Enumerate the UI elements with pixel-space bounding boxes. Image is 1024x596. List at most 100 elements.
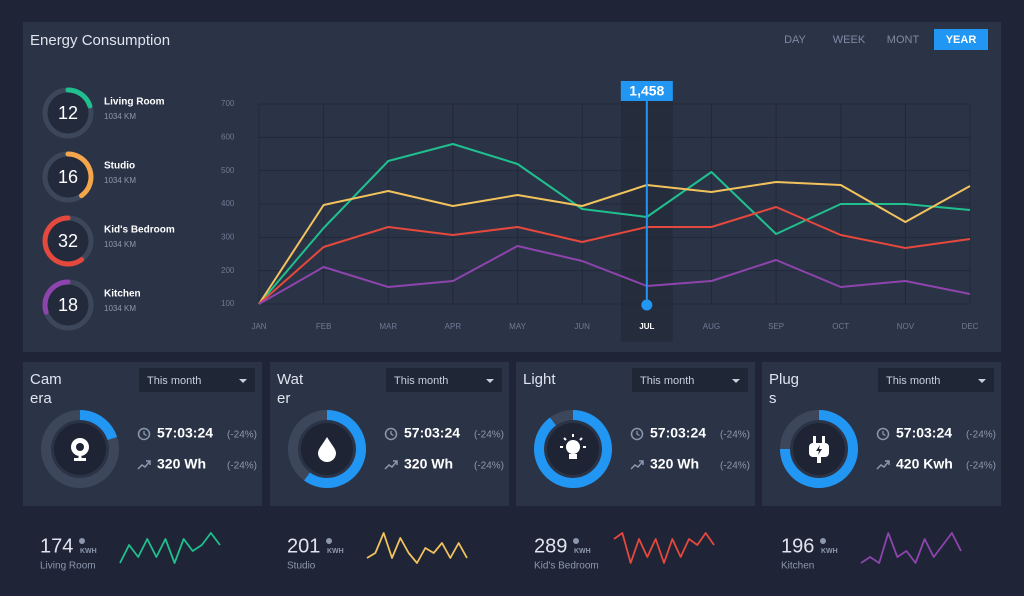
room-value: 16 <box>58 167 78 187</box>
card-title: Water <box>277 371 304 407</box>
room-sub: 1034 KM <box>104 176 136 185</box>
icon <box>569 454 577 459</box>
card-icon <box>318 437 336 462</box>
summary-unit: KWH <box>327 548 344 555</box>
card-title: Light <box>523 371 556 388</box>
tab-active-bg <box>934 29 988 50</box>
x-tick-label: APR <box>445 322 462 331</box>
room-value: 32 <box>58 231 78 251</box>
card-title-box: Water <box>277 371 304 407</box>
clock-icon <box>143 431 147 437</box>
ring-arc <box>534 410 612 488</box>
tab[interactable]: MONT <box>887 34 920 46</box>
room-value: 18 <box>58 295 78 315</box>
sparkline <box>860 532 962 564</box>
tab[interactable]: WEEK <box>833 34 866 46</box>
card-energy: 320 Wh <box>650 456 699 472</box>
icon <box>563 437 567 441</box>
y-tick-label: 700 <box>221 99 235 108</box>
clock-icon <box>137 427 151 441</box>
card-energy: 420 Kwh <box>896 456 953 472</box>
icon <box>579 437 583 441</box>
dropdown[interactable] <box>632 368 748 392</box>
card-energy-change: (-24%) <box>227 461 257 472</box>
card-time: 57:03:24 <box>896 425 952 441</box>
dropdown[interactable] <box>878 368 994 392</box>
room-label: Studio <box>104 161 135 172</box>
card-energy: 320 Wh <box>157 456 206 472</box>
summary-value: 201 <box>287 535 320 557</box>
dropdown[interactable] <box>386 368 502 392</box>
x-tick-label: OCT <box>832 322 849 331</box>
card-time-change: (-24%) <box>966 430 996 441</box>
trend-icon <box>630 460 644 470</box>
clock-icon <box>384 427 398 441</box>
y-tick-label: 100 <box>221 299 235 308</box>
icon <box>817 457 821 463</box>
room-sub: 1034 KM <box>104 304 136 313</box>
card-time: 57:03:24 <box>404 425 460 441</box>
panel-title: Energy Consumption <box>30 32 170 49</box>
x-tick-label: AUG <box>703 322 720 331</box>
summary-unit: KWH <box>574 548 591 555</box>
dropdown[interactable] <box>139 368 255 392</box>
summary-dot <box>79 538 85 544</box>
icon <box>816 445 822 455</box>
ring-arc <box>79 410 118 441</box>
series-line <box>258 206 971 305</box>
clock-icon <box>876 427 890 441</box>
dropdown-label[interactable]: This month <box>886 375 940 387</box>
summary-dot <box>820 538 826 544</box>
room-ring-arc <box>42 215 85 267</box>
icon <box>76 443 84 451</box>
summary-label: Kid's Bedroom <box>534 561 599 572</box>
dropdown-caret <box>486 379 494 383</box>
y-tick-label: 400 <box>221 199 235 208</box>
clock-icon <box>390 431 394 437</box>
room-ring-arc <box>65 151 94 199</box>
sparkline <box>366 532 468 564</box>
y-tick-label: 600 <box>221 132 235 141</box>
series-line <box>258 181 971 305</box>
icon <box>813 436 816 444</box>
card-icon <box>809 436 829 463</box>
summary-label: Kitchen <box>781 561 814 572</box>
y-tick-label: 200 <box>221 266 235 275</box>
x-tick-label: MAR <box>379 322 397 331</box>
icon <box>822 436 825 444</box>
room-label: Living Room <box>104 97 165 108</box>
card-time-change: (-24%) <box>227 430 257 441</box>
x-tick-label: NOV <box>897 322 915 331</box>
summary-value: 196 <box>781 535 814 557</box>
y-tick-label: 300 <box>221 232 235 241</box>
card-title-box: Plugs <box>769 371 800 407</box>
room-ring-arc <box>42 279 71 315</box>
x-tick-label: MAY <box>509 322 526 331</box>
card-time-change: (-24%) <box>474 430 504 441</box>
card-title: Plugs <box>769 371 800 407</box>
icon <box>318 437 336 462</box>
dropdown-caret <box>978 379 986 383</box>
card-title-box: Light <box>523 371 556 388</box>
room-label: Kitchen <box>104 289 141 300</box>
clock-icon <box>636 431 640 437</box>
summary-unit: KWH <box>80 548 97 555</box>
dropdown-caret <box>239 379 247 383</box>
main-panel <box>23 22 1001 352</box>
dropdown-label[interactable]: This month <box>147 375 201 387</box>
card-time: 57:03:24 <box>157 425 213 441</box>
ring-arc <box>780 410 858 488</box>
summary-value: 289 <box>534 535 567 557</box>
tab[interactable]: YEAR <box>946 34 977 46</box>
series-line <box>258 143 971 305</box>
card-energy: 320 Wh <box>404 456 453 472</box>
y-tick-label: 500 <box>221 166 235 175</box>
room-label: Kid's Bedroom <box>104 225 175 236</box>
dropdown-label[interactable]: This month <box>640 375 694 387</box>
tab[interactable]: DAY <box>784 34 806 46</box>
dropdown-caret <box>732 379 740 383</box>
trend-icon <box>137 460 151 470</box>
icon <box>78 455 82 459</box>
dropdown-label[interactable]: This month <box>394 375 448 387</box>
